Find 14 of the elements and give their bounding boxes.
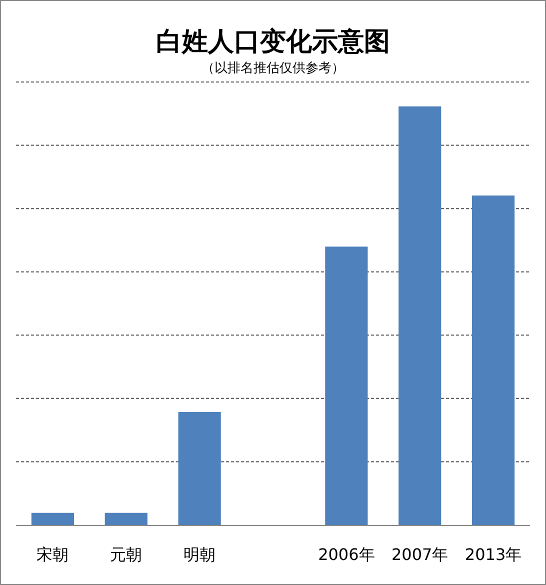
x-tick-label: 明朝 <box>184 545 216 564</box>
bar <box>472 196 515 525</box>
x-tick-label: 2013年 <box>464 545 522 564</box>
bar <box>31 512 74 525</box>
chart-title: 白姓人口变化示意图 <box>156 27 390 57</box>
bar <box>325 246 368 525</box>
x-tick-label: 宋朝 <box>36 545 69 564</box>
x-tick-label: 2006年 <box>318 545 375 564</box>
bar <box>398 106 442 525</box>
chart-subtitle: （以排名推估仅供参考） <box>202 61 344 76</box>
x-tick-label: 2007年 <box>392 545 448 564</box>
bar <box>178 412 221 525</box>
x-tick-label: 元朝 <box>110 545 142 564</box>
bar <box>104 512 148 525</box>
